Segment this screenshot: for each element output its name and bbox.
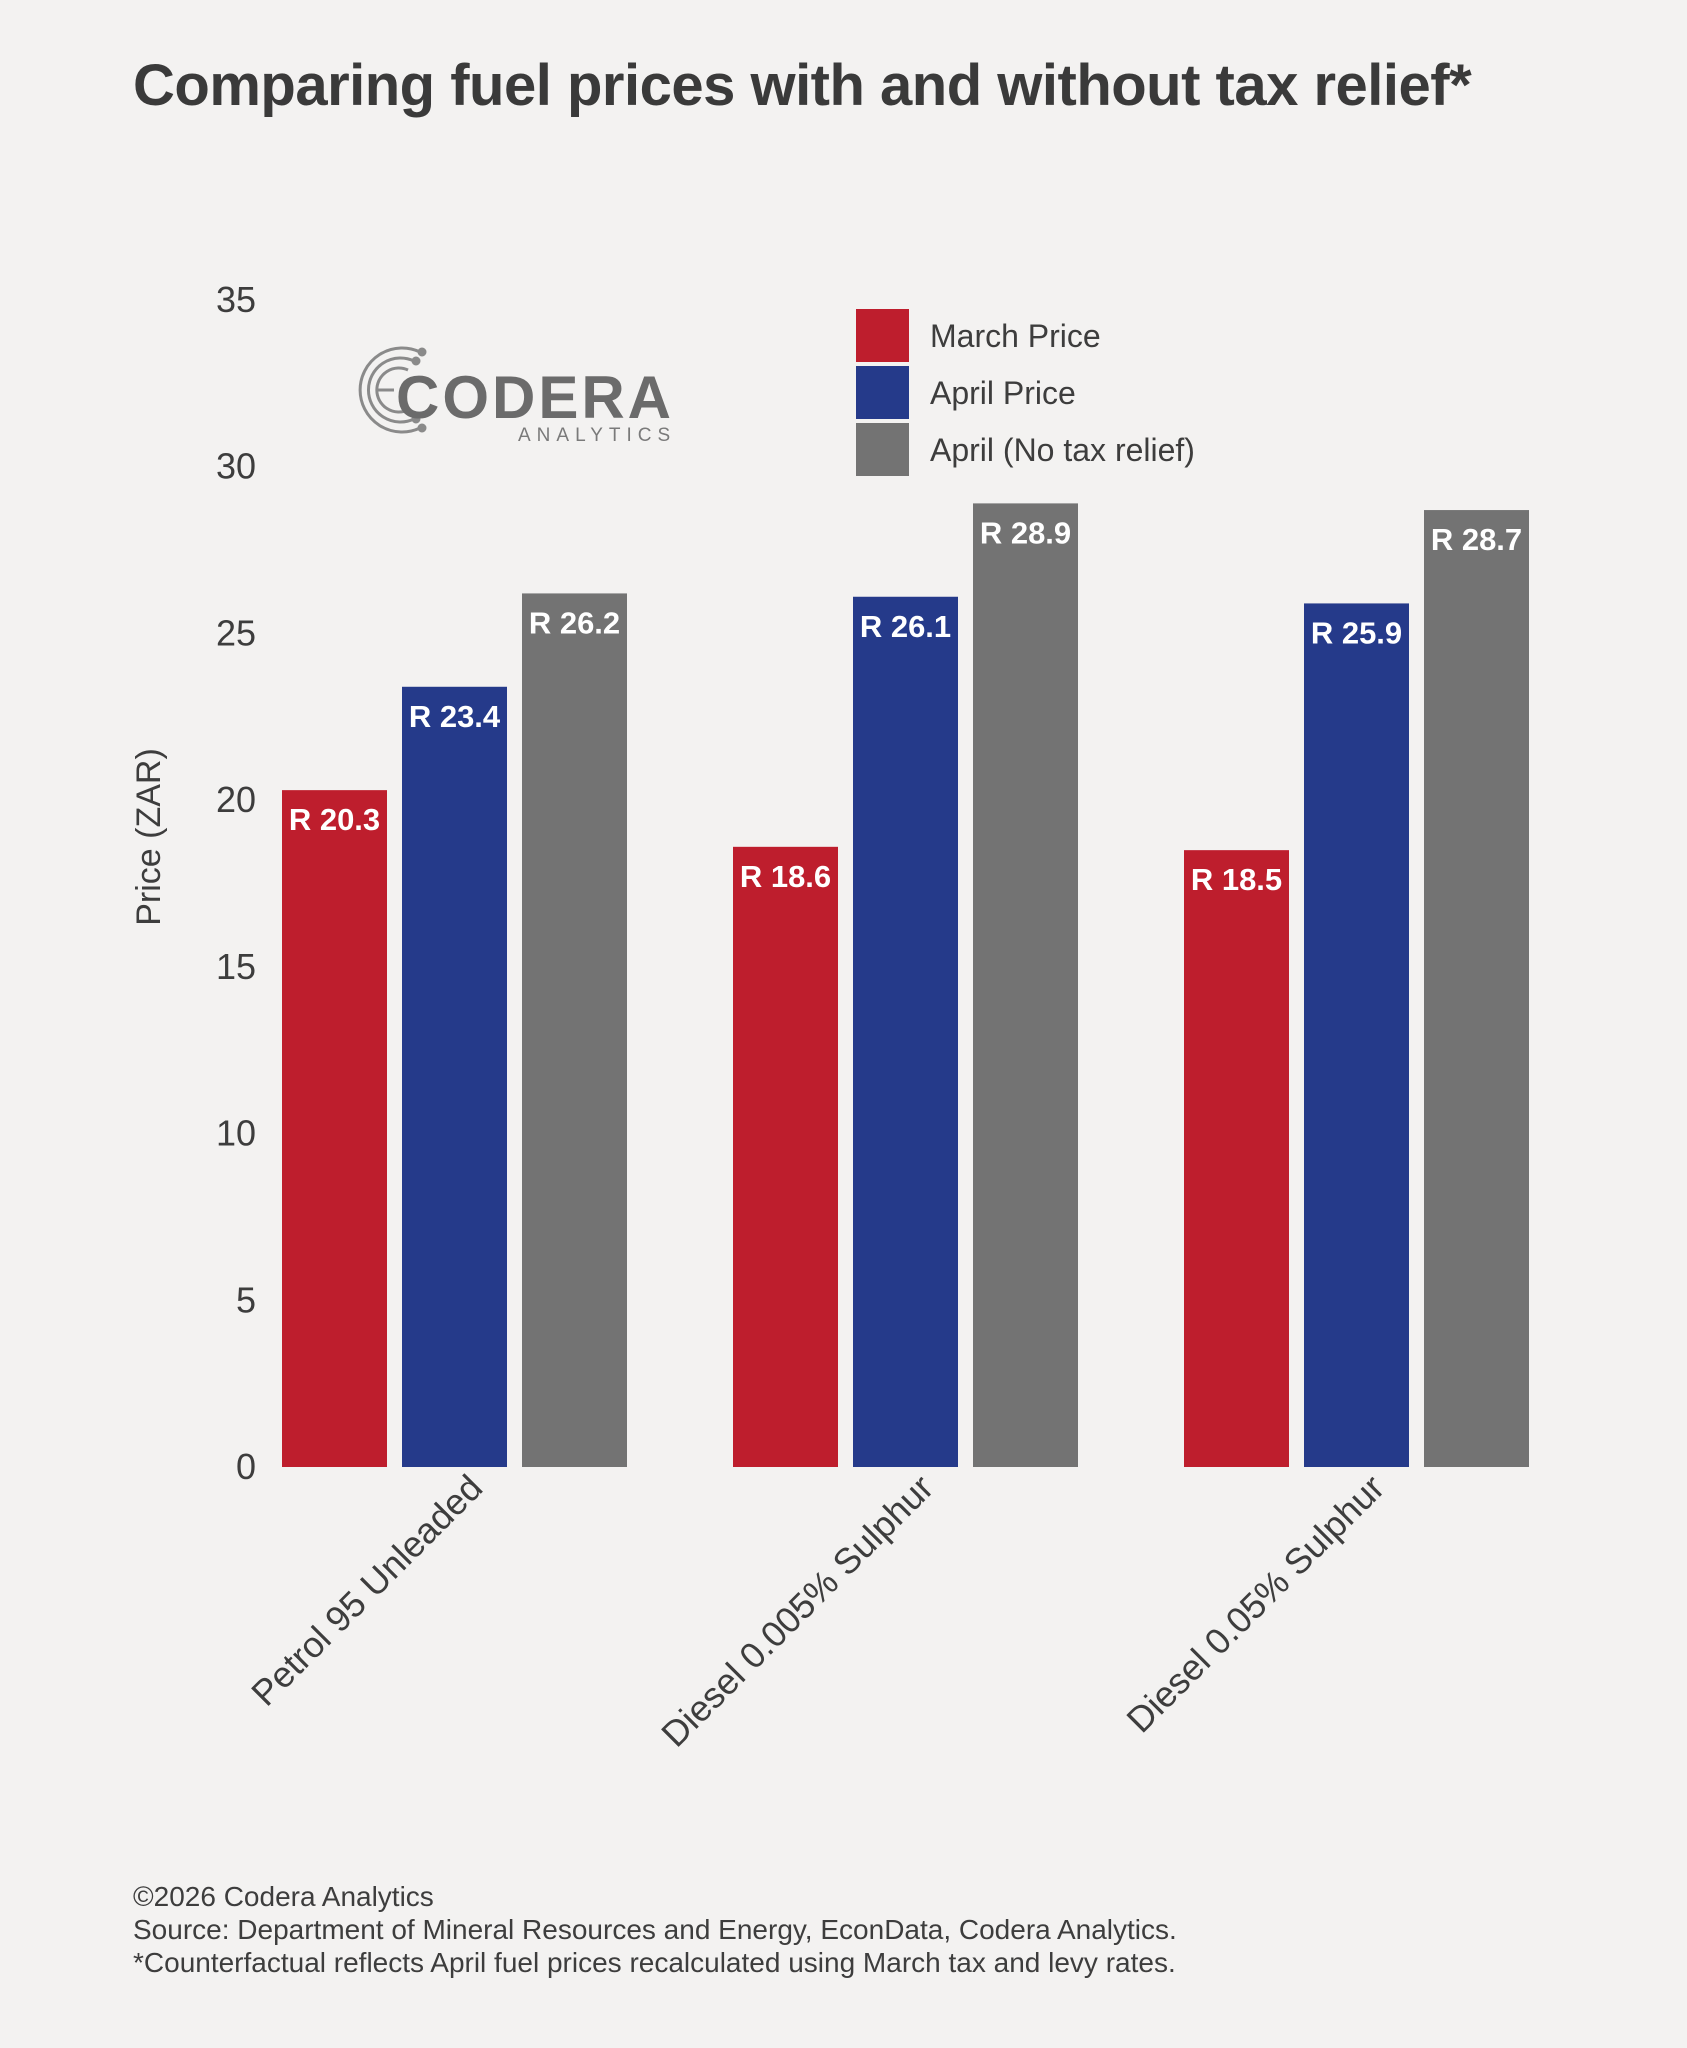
bar-value-label: R 23.4 xyxy=(409,699,501,734)
bar xyxy=(522,593,627,1467)
legend-label: April Price xyxy=(930,375,1076,411)
bar xyxy=(282,790,387,1467)
y-tick-label: 10 xyxy=(216,1113,256,1154)
bar xyxy=(1304,603,1409,1467)
source-text: Source: Department of Mineral Resources … xyxy=(133,1914,1177,1945)
y-tick-label: 5 xyxy=(236,1279,256,1320)
circuit-ring-icon xyxy=(358,346,427,434)
x-axis-ticks: Petrol 95 Unleaded Diesel 0.005% Sulphur D… xyxy=(243,1467,1392,1755)
y-axis-ticks: 0 5 10 15 20 25 30 35 xyxy=(216,279,256,1487)
legend-swatch xyxy=(856,309,909,362)
legend-swatch xyxy=(856,366,909,419)
bar xyxy=(402,686,507,1467)
bar xyxy=(1424,510,1529,1467)
x-tick-label: Diesel 0.005% Sulphur xyxy=(653,1467,941,1755)
bars xyxy=(282,503,1529,1467)
x-tick-label: Petrol 95 Unleaded xyxy=(243,1467,490,1714)
footer: ©2026 Codera Analytics Source: Departmen… xyxy=(133,1880,1177,1979)
legend-swatch xyxy=(856,423,909,476)
bar-value-label: R 26.2 xyxy=(529,605,620,640)
chart-title: Comparing fuel prices with and without t… xyxy=(133,53,1472,118)
bar-value-label: R 26.1 xyxy=(860,609,951,644)
bar-value-label: R 25.9 xyxy=(1311,615,1402,650)
bar xyxy=(1184,850,1289,1467)
bar-value-label: R 18.6 xyxy=(740,859,831,894)
y-tick-label: 30 xyxy=(216,446,256,487)
legend-label: March Price xyxy=(930,318,1101,354)
y-tick-label: 20 xyxy=(216,779,256,820)
y-tick-label: 0 xyxy=(236,1446,256,1487)
footnote-text: *Counterfactual reflects April fuel pric… xyxy=(133,1947,1176,1978)
bar-value-label: R 28.7 xyxy=(1431,522,1522,557)
bar-value-label: R 18.5 xyxy=(1191,862,1282,897)
legend: March Price April Price April (No tax reli… xyxy=(856,309,1195,476)
x-tick-label: Diesel 0.05% Sulphur xyxy=(1118,1467,1392,1741)
legend-label: April (No tax relief) xyxy=(930,432,1195,468)
bar xyxy=(733,846,838,1467)
bar-chart: 0 5 10 15 20 25 30 35 Price (ZAR) CODERA ANALYT… xyxy=(130,279,1529,1755)
bar-value-label: R 20.3 xyxy=(289,802,380,837)
codera-logo: CODERA ANALYTICS xyxy=(358,346,676,446)
bar xyxy=(853,596,958,1467)
logo-name: CODERA xyxy=(396,364,674,431)
y-axis-label: Price (ZAR) xyxy=(130,748,168,926)
bar-value-label: R 28.9 xyxy=(980,515,1071,550)
copyright-text: ©2026 Codera Analytics xyxy=(133,1881,434,1912)
logo-tagline: ANALYTICS xyxy=(518,425,676,446)
y-tick-label: 15 xyxy=(216,946,256,987)
bar xyxy=(973,503,1078,1467)
y-tick-label: 25 xyxy=(216,612,256,653)
bar-value-labels: R 20.3 R 23.4 R 26.2 R 18.6 R 26.1 R 28.9 R 18… xyxy=(289,515,1522,897)
y-tick-label: 35 xyxy=(216,279,256,320)
